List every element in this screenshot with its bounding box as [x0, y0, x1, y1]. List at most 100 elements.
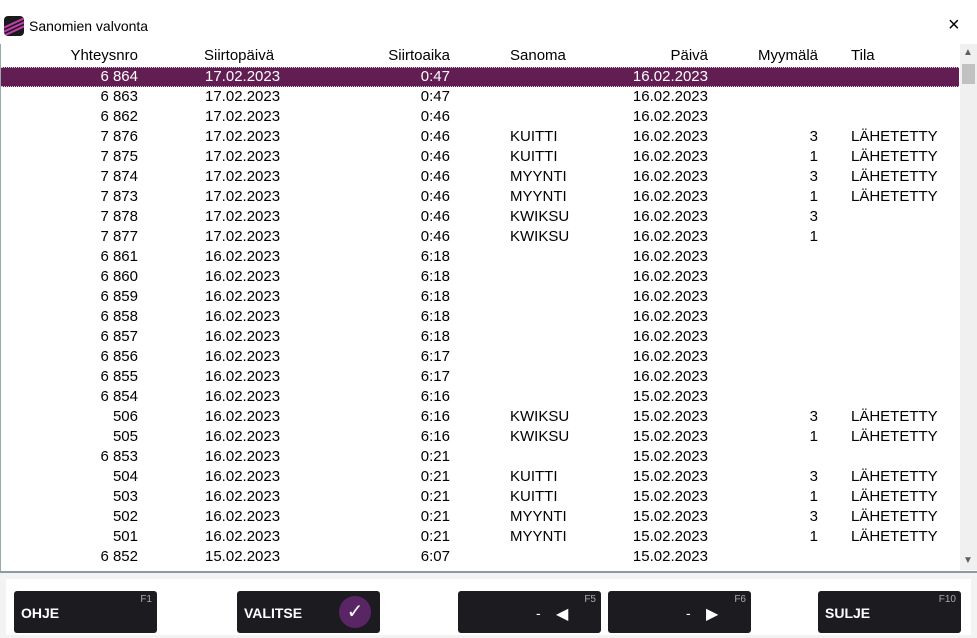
cell-tila: LÄHETETTY	[851, 128, 938, 145]
cell-paiva: 15.02.2023	[632, 548, 708, 565]
cell-paiva: 15.02.2023	[632, 388, 708, 405]
table-row[interactable]: 6 861 16.02.2023 6:18 16.02.2023	[1, 247, 959, 267]
table-row[interactable]: 6 853 16.02.2023 0:21 15.02.2023	[1, 447, 959, 467]
cell-yhteysnro: 6 853	[100, 448, 138, 465]
cell-siirtopaiva: 16.02.2023	[205, 488, 281, 505]
column-header-tila[interactable]: Tila	[851, 47, 875, 64]
table-row[interactable]: 6 855 16.02.2023 6:17 16.02.2023	[1, 367, 959, 387]
table-row[interactable]: 6 860 16.02.2023 6:18 16.02.2023	[1, 267, 959, 287]
cell-sanoma: KUITTI	[510, 468, 558, 485]
table-row[interactable]: 6 858 16.02.2023 6:18 16.02.2023	[1, 307, 959, 327]
cell-myymala: 1	[809, 188, 818, 205]
cell-siirtoaika: 0:46	[420, 128, 450, 145]
previous-button[interactable]: F5 - ◀	[458, 591, 601, 633]
previous-shortcut: F5	[584, 594, 596, 605]
cell-siirtopaiva: 16.02.2023	[205, 408, 281, 425]
select-button[interactable]: VALITSE ✓	[237, 591, 380, 633]
cell-siirtoaika: 0:47	[420, 68, 450, 85]
cell-paiva: 16.02.2023	[632, 88, 708, 105]
cell-yhteysnro: 7 878	[100, 208, 138, 225]
cell-paiva: 16.02.2023	[632, 248, 708, 265]
table-row[interactable]: 7 876 17.02.2023 0:46 KUITTI 16.02.2023 3 LÄHE…	[1, 127, 959, 147]
cell-myymala: 1	[809, 428, 818, 445]
table-row[interactable]: 7 875 17.02.2023 0:46 KUITTI 16.02.2023 1 LÄHE…	[1, 147, 959, 167]
table-row[interactable]: 7 874 17.02.2023 0:46 MYYNTI 16.02.2023 3 LÄHE…	[1, 167, 959, 187]
vertical-scrollbar[interactable]: ▲ ▼	[960, 44, 977, 570]
cell-myymala: 1	[809, 528, 818, 545]
table-row[interactable]: 6 856 16.02.2023 6:17 16.02.2023	[1, 347, 959, 367]
cell-siirtoaika: 6:07	[420, 548, 450, 565]
scroll-up-icon[interactable]: ▲	[963, 47, 973, 58]
help-button[interactable]: OHJE F1	[14, 591, 157, 633]
cell-siirtoaika: 0:47	[420, 88, 450, 105]
table-row[interactable]: 6 857 16.02.2023 6:18 16.02.2023	[1, 327, 959, 347]
table-row[interactable]: 501 16.02.2023 0:21 MYYNTI 15.02.2023 1 LÄHETE…	[1, 527, 959, 547]
cell-siirtoaika: 6:16	[420, 408, 450, 425]
cell-siirtopaiva: 17.02.2023	[205, 108, 281, 125]
table-row[interactable]: 7 873 17.02.2023 0:46 MYYNTI 16.02.2023 1 LÄHE…	[1, 187, 959, 207]
table-row[interactable]: 6 854 16.02.2023 6:16 15.02.2023	[1, 387, 959, 407]
cell-yhteysnro: 7 873	[100, 188, 138, 205]
cell-myymala: 1	[809, 488, 818, 505]
cell-siirtoaika: 6:18	[420, 248, 450, 265]
table-row[interactable]: 6 852 15.02.2023 6:07 15.02.2023	[1, 547, 959, 567]
cell-tila: LÄHETETTY	[851, 468, 938, 485]
cell-paiva: 16.02.2023	[632, 208, 708, 225]
cell-paiva: 15.02.2023	[632, 528, 708, 545]
cell-myymala: 3	[809, 128, 818, 145]
column-header-yhteysnro[interactable]: Yhteysnro	[70, 47, 138, 64]
cell-paiva: 15.02.2023	[632, 508, 708, 525]
table-row[interactable]: 7 878 17.02.2023 0:46 KWIKSU 16.02.2023 3	[1, 207, 959, 227]
table-row[interactable]: 6 859 16.02.2023 6:18 16.02.2023	[1, 287, 959, 307]
table-row[interactable]: 503 16.02.2023 0:21 KUITTI 15.02.2023 1 LÄHETE…	[1, 487, 959, 507]
cell-tila: LÄHETETTY	[851, 508, 938, 525]
cell-siirtoaika: 0:46	[420, 108, 450, 125]
cell-paiva: 15.02.2023	[632, 448, 708, 465]
next-button[interactable]: F6 - ▶	[608, 591, 751, 633]
table-row[interactable]: 502 16.02.2023 0:21 MYYNTI 15.02.2023 3 LÄHETE…	[1, 507, 959, 527]
cell-siirtopaiva: 17.02.2023	[205, 168, 281, 185]
cell-yhteysnro: 502	[112, 508, 138, 525]
cell-yhteysnro: 6 863	[100, 88, 138, 105]
table-row[interactable]: 6 862 17.02.2023 0:46 16.02.2023	[1, 107, 959, 127]
cell-paiva: 15.02.2023	[632, 488, 708, 505]
cell-yhteysnro: 6 852	[100, 548, 138, 565]
cell-siirtoaika: 0:46	[420, 208, 450, 225]
column-header-siirtopaiva[interactable]: Siirtopäivä	[204, 47, 275, 64]
cell-paiva: 16.02.2023	[632, 368, 708, 385]
cell-paiva: 16.02.2023	[632, 348, 708, 365]
cell-myymala: 1	[809, 228, 818, 245]
cell-tila: LÄHETETTY	[851, 148, 938, 165]
table-row[interactable]: 504 16.02.2023 0:21 KUITTI 15.02.2023 3 LÄHETE…	[1, 467, 959, 487]
message-table: Yhteysnro Siirtopäivä Siirtoaika Sanoma …	[1, 44, 959, 570]
column-header-sanoma[interactable]: Sanoma	[510, 47, 566, 64]
table-row[interactable]: 6 863 17.02.2023 0:47 16.02.2023	[1, 87, 959, 107]
table-row[interactable]: 506 16.02.2023 6:16 KWIKSU 15.02.2023 3 LÄHETE…	[1, 407, 959, 427]
table-row[interactable]: 505 16.02.2023 6:16 KWIKSU 15.02.2023 1 LÄHETE…	[1, 427, 959, 447]
scrollbar-thumb[interactable]	[962, 64, 975, 84]
cell-siirtopaiva: 16.02.2023	[205, 348, 281, 365]
cell-yhteysnro: 6 857	[100, 328, 138, 345]
close-button[interactable]: SULJE F10	[818, 591, 961, 633]
cell-sanoma: MYYNTI	[510, 168, 567, 185]
cell-siirtoaika: 0:21	[420, 508, 450, 525]
cell-yhteysnro: 6 856	[100, 348, 138, 365]
cell-siirtoaika: 0:46	[420, 188, 450, 205]
cell-siirtoaika: 6:18	[420, 308, 450, 325]
cell-sanoma: KUITTI	[510, 148, 558, 165]
cell-siirtoaika: 6:18	[420, 288, 450, 305]
scroll-down-icon[interactable]: ▼	[963, 555, 973, 566]
cell-myymala: 3	[809, 468, 818, 485]
cell-siirtopaiva: 17.02.2023	[205, 188, 281, 205]
cell-siirtopaiva: 16.02.2023	[205, 328, 281, 345]
cell-paiva: 16.02.2023	[632, 68, 708, 85]
column-header-myymala[interactable]: Myymälä	[757, 47, 818, 64]
column-header-siirtoaika[interactable]: Siirtoaika	[388, 47, 450, 64]
table-row[interactable]: 7 877 17.02.2023 0:46 KWIKSU 16.02.2023 1	[1, 227, 959, 247]
cell-siirtopaiva: 17.02.2023	[205, 208, 281, 225]
close-icon[interactable]: ×	[948, 14, 960, 36]
table-row[interactable]: 6 864 17.02.2023 0:47 16.02.2023	[1, 67, 959, 87]
arrow-left-icon: ◀	[556, 606, 569, 623]
column-header-paiva[interactable]: Päivä	[670, 47, 708, 64]
cell-myymala: 3	[809, 408, 818, 425]
